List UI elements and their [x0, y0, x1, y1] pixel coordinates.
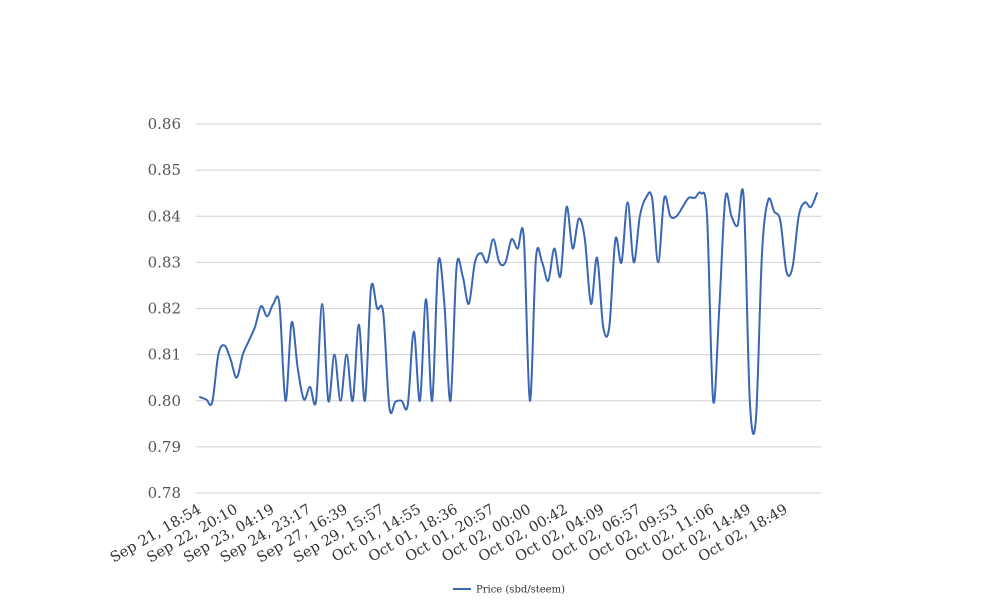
y-tick-label: 0.78 — [148, 484, 181, 502]
y-tick-label: 0.85 — [148, 161, 181, 179]
y-tick-label: 0.82 — [148, 300, 181, 318]
series-line-price — [199, 188, 818, 435]
y-tick-label: 0.84 — [148, 207, 181, 225]
gridlines — [196, 123, 821, 494]
y-tick-label: 0.80 — [148, 392, 181, 410]
y-tick-label: 0.83 — [148, 253, 181, 271]
legend[interactable]: Price (sbd/steem) — [453, 585, 565, 596]
legend-label-price: Price (sbd/steem) — [476, 585, 565, 596]
y-axis-tick-labels: 0.78 0.79 0.80 0.81 0.82 0.83 0.84 0.85 0.86 — [148, 115, 181, 502]
series-layer — [199, 188, 818, 435]
y-tick-label: 0.81 — [148, 346, 181, 364]
y-tick-label: 0.79 — [148, 438, 181, 456]
y-tick-label: 0.86 — [148, 115, 181, 133]
